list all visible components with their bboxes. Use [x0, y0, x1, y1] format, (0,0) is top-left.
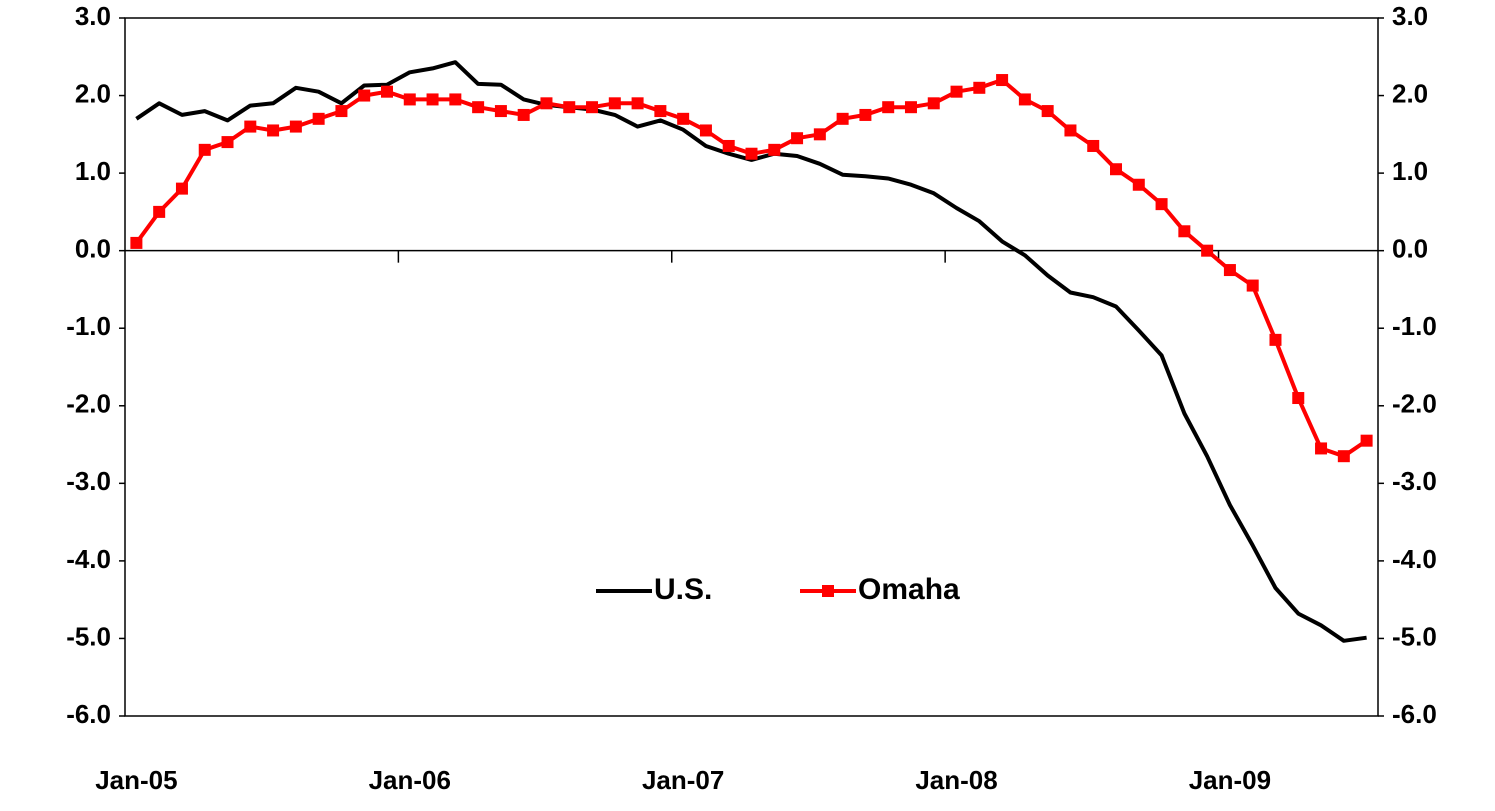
legend-marker: [822, 585, 834, 597]
marker: [836, 112, 849, 125]
marker: [312, 112, 325, 125]
marker: [996, 74, 1009, 87]
marker: [358, 89, 371, 102]
y2-tick-label: 0.0: [1392, 234, 1428, 264]
y2-tick-label: 1.0: [1392, 156, 1428, 186]
marker: [175, 182, 188, 195]
marker: [1292, 392, 1305, 405]
marker: [1315, 442, 1328, 455]
marker: [494, 105, 507, 118]
marker: [768, 143, 781, 156]
marker: [882, 101, 895, 114]
y-tick-label: -5.0: [66, 621, 111, 651]
x-tick-label: Jan-05: [95, 765, 177, 795]
marker: [677, 112, 690, 125]
marker: [631, 97, 644, 110]
marker: [1087, 139, 1100, 152]
marker: [426, 93, 439, 106]
y-tick-label: 1.0: [75, 156, 111, 186]
marker: [1201, 244, 1214, 257]
marker: [927, 97, 940, 110]
marker: [608, 97, 621, 110]
y2-tick-label: -1.0: [1392, 311, 1437, 341]
marker: [403, 93, 416, 106]
marker: [859, 108, 872, 121]
marker: [540, 97, 553, 110]
y-tick-label: 3.0: [75, 1, 111, 31]
marker: [153, 205, 166, 218]
y-tick-label: -1.0: [66, 311, 111, 341]
y2-tick-label: 3.0: [1392, 1, 1428, 31]
y-tick-label: -4.0: [66, 544, 111, 574]
marker: [950, 85, 963, 98]
legend-label: Omaha: [858, 573, 960, 606]
marker: [563, 101, 576, 114]
marker: [1155, 198, 1168, 211]
marker: [1110, 163, 1123, 176]
marker: [1018, 93, 1031, 106]
marker: [267, 124, 280, 137]
marker: [973, 81, 986, 94]
marker: [1337, 450, 1350, 463]
marker: [813, 128, 826, 141]
y2-tick-label: -3.0: [1392, 466, 1437, 496]
x-tick-label: Jan-09: [1189, 765, 1271, 795]
marker: [654, 105, 667, 118]
line-series: [135, 60, 1367, 643]
legend-label: U.S.: [654, 573, 712, 606]
marker: [244, 120, 257, 133]
marker: [1360, 434, 1373, 447]
y-tick-label: -2.0: [66, 389, 111, 419]
marker: [791, 132, 804, 145]
y2-tick-label: -4.0: [1392, 544, 1437, 574]
marker: [380, 85, 393, 98]
marker: [198, 143, 211, 156]
marker: [722, 139, 735, 152]
x-tick-label: Jan-08: [915, 765, 997, 795]
marker: [1223, 264, 1236, 277]
y2-tick-label: -2.0: [1392, 389, 1437, 419]
y2-tick-label: -6.0: [1392, 699, 1437, 729]
plot-frame: [124, 17, 1379, 717]
marker: [1269, 333, 1282, 346]
y2-tick-label: 2.0: [1392, 78, 1428, 108]
marker: [1041, 105, 1054, 118]
marker: [1178, 225, 1191, 238]
marker: [472, 101, 485, 114]
marker: [335, 105, 348, 118]
marker: [745, 147, 758, 160]
y-tick-label: -6.0: [66, 699, 111, 729]
y-tick-label: 0.0: [75, 234, 111, 264]
marker: [1064, 124, 1077, 137]
x-tick-label: Jan-07: [642, 765, 724, 795]
marker: [904, 101, 917, 114]
x-tick-label: Jan-06: [369, 765, 451, 795]
line-series: [134, 78, 1368, 459]
marker: [517, 108, 530, 121]
marker: [289, 120, 302, 133]
marker: [130, 236, 143, 249]
y-tick-label: 2.0: [75, 78, 111, 108]
marker: [586, 101, 599, 114]
marker: [221, 136, 234, 149]
y-tick-label: -3.0: [66, 466, 111, 496]
marker: [1246, 279, 1259, 292]
marker: [1132, 178, 1145, 191]
marker: [699, 124, 712, 137]
y2-tick-label: -5.0: [1392, 621, 1437, 651]
marker: [449, 93, 462, 106]
